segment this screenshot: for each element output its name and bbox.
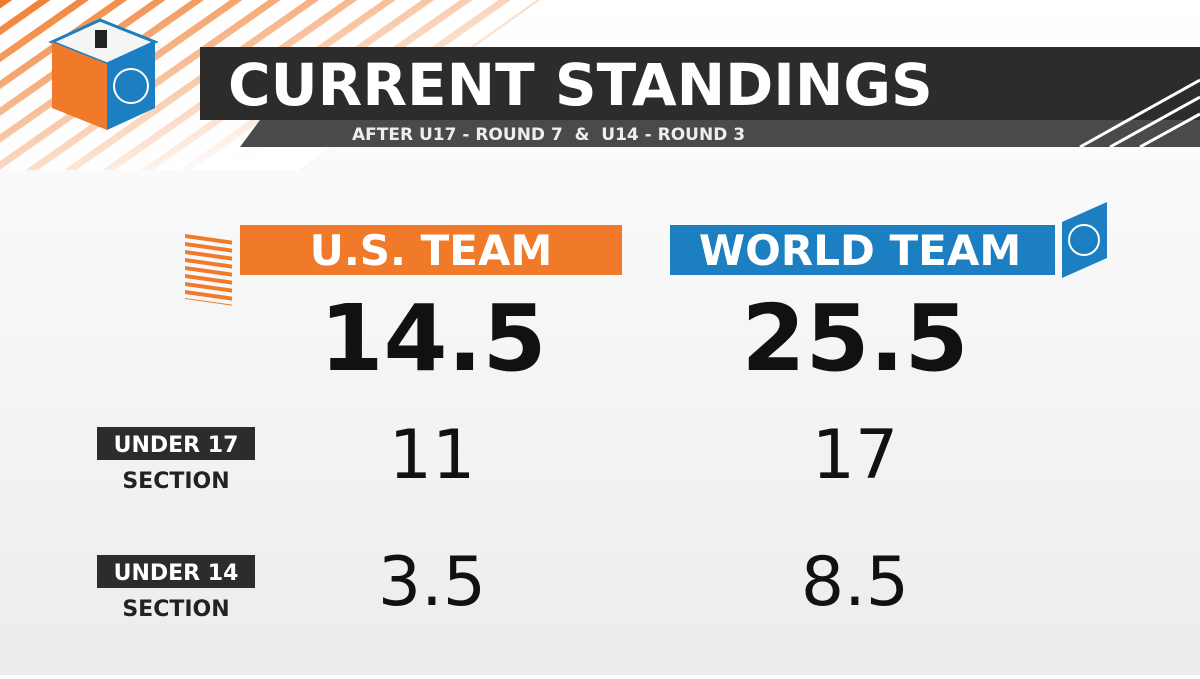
title-bar — [200, 47, 1200, 120]
section-label: UNDER 14 — [114, 561, 239, 586]
section-score: 17 — [812, 416, 899, 495]
team-name: U.S. TEAM — [310, 226, 553, 275]
us-team-banner — [240, 225, 622, 275]
us-flag-icon — [185, 231, 232, 306]
section-score: 8.5 — [801, 543, 909, 622]
section-sublabel: SECTION — [122, 469, 229, 494]
title: CURRENT STANDINGS — [228, 51, 933, 119]
section-label: UNDER 17 — [114, 433, 239, 458]
section-score: 3.5 — [378, 543, 486, 622]
subtitle: AFTER U17 - ROUND 7 & U14 - ROUND 3 — [352, 125, 745, 145]
world-globe-icon — [1062, 202, 1107, 278]
subtitle-bar — [240, 120, 1200, 147]
team-total: 14.5 — [320, 285, 547, 392]
section-sublabel: SECTION — [122, 597, 229, 622]
logo — [48, 18, 159, 130]
team-total: 25.5 — [742, 285, 969, 392]
section-label-box — [97, 427, 255, 460]
world-team-banner — [670, 225, 1055, 275]
section-label-box — [97, 555, 255, 588]
team-name: WORLD TEAM — [699, 226, 1021, 275]
title-bar-lines — [1079, 78, 1200, 149]
section-score: 11 — [389, 416, 476, 495]
